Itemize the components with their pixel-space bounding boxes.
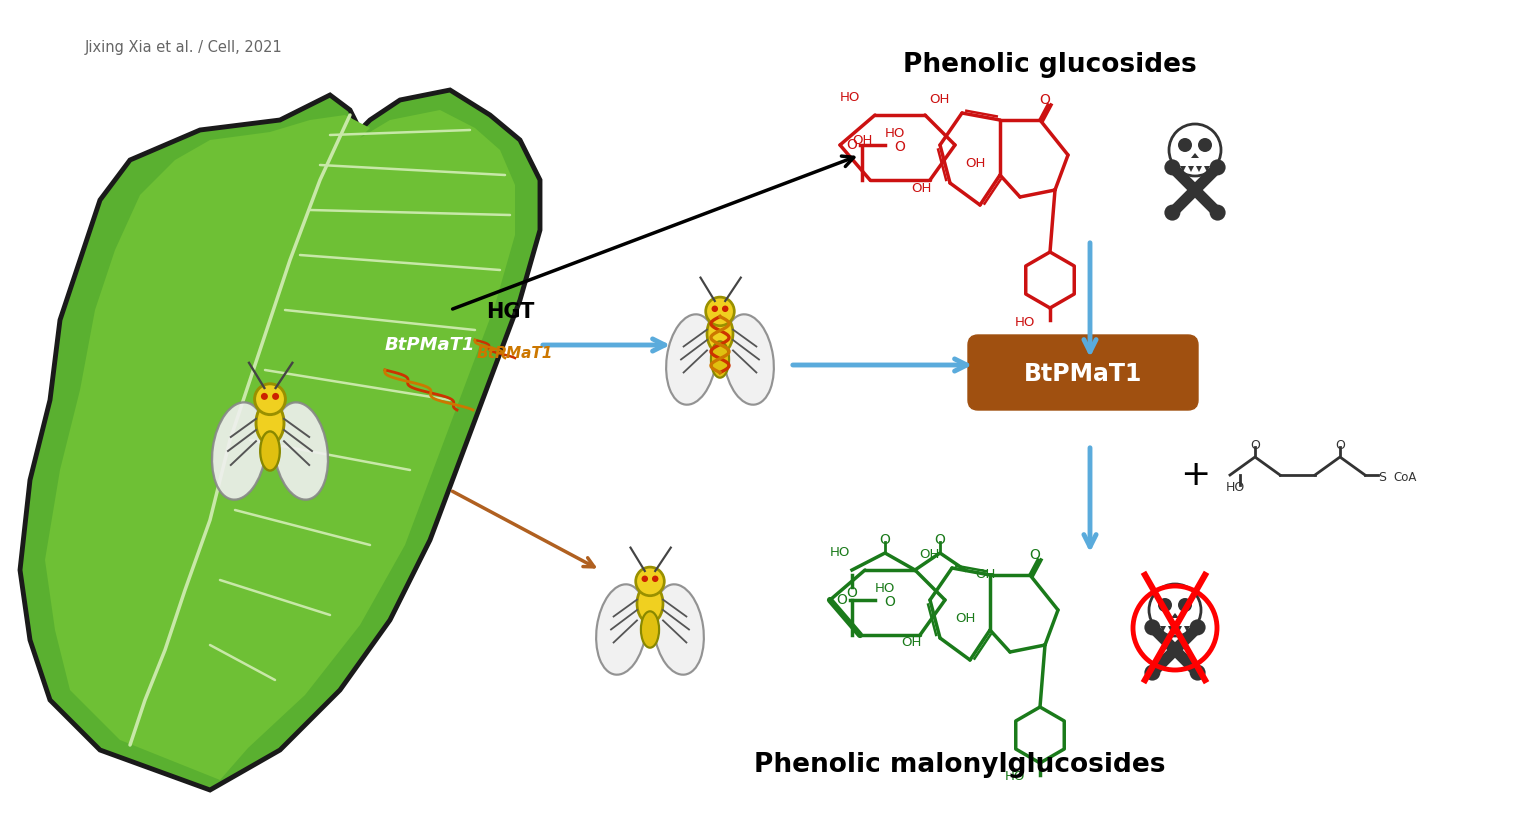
Text: OH: OH: [955, 612, 975, 625]
Circle shape: [636, 567, 664, 596]
Polygon shape: [1184, 626, 1190, 632]
Ellipse shape: [707, 314, 733, 353]
Polygon shape: [1160, 626, 1166, 632]
Text: Phenolic malonylglucosides: Phenolic malonylglucosides: [754, 752, 1166, 778]
Circle shape: [1189, 619, 1206, 635]
Circle shape: [1210, 205, 1226, 220]
Text: O: O: [1029, 548, 1040, 562]
Polygon shape: [1167, 626, 1174, 632]
Ellipse shape: [667, 314, 717, 404]
Text: CoA: CoA: [1393, 470, 1416, 483]
Circle shape: [1164, 159, 1180, 175]
Circle shape: [1164, 205, 1180, 220]
Polygon shape: [20, 90, 541, 790]
Text: OH: OH: [965, 156, 986, 169]
Text: HO: HO: [829, 546, 849, 558]
Text: OH: OH: [975, 569, 995, 581]
Circle shape: [1178, 138, 1192, 152]
Circle shape: [711, 306, 717, 312]
Ellipse shape: [596, 584, 647, 675]
Circle shape: [642, 575, 648, 582]
Text: O: O: [934, 533, 946, 547]
Circle shape: [272, 393, 280, 399]
FancyBboxPatch shape: [968, 335, 1198, 410]
Ellipse shape: [641, 612, 659, 648]
Text: HO: HO: [1226, 481, 1244, 493]
Circle shape: [1189, 665, 1206, 681]
Text: O: O: [885, 595, 895, 609]
Text: O: O: [1250, 438, 1260, 451]
Text: OH: OH: [912, 182, 932, 195]
Text: OH: OH: [920, 547, 940, 561]
Circle shape: [1198, 138, 1212, 152]
Text: HO: HO: [1005, 770, 1025, 783]
Polygon shape: [1187, 166, 1193, 172]
Circle shape: [261, 393, 267, 399]
Text: HO: HO: [885, 127, 905, 140]
Text: HO: HO: [840, 90, 860, 104]
Circle shape: [722, 306, 728, 312]
Polygon shape: [1190, 153, 1200, 158]
Circle shape: [651, 575, 659, 582]
Polygon shape: [1204, 166, 1210, 172]
Text: BtPMaT1: BtPMaT1: [1025, 362, 1143, 386]
Ellipse shape: [260, 432, 280, 471]
Text: OH: OH: [852, 133, 872, 146]
Text: HO: HO: [874, 581, 895, 594]
Circle shape: [255, 384, 286, 414]
Circle shape: [1178, 598, 1192, 612]
Polygon shape: [1170, 613, 1180, 618]
Text: O: O: [846, 138, 857, 152]
Circle shape: [1144, 665, 1160, 681]
Text: S: S: [1378, 470, 1385, 483]
Text: OH: OH: [929, 93, 949, 105]
Polygon shape: [1197, 166, 1203, 172]
Text: O: O: [837, 593, 848, 607]
Circle shape: [1169, 124, 1221, 176]
Polygon shape: [45, 110, 515, 780]
Text: O: O: [1335, 438, 1346, 451]
Circle shape: [1149, 584, 1201, 636]
Text: BtPMaT1: BtPMaT1: [386, 336, 475, 354]
Circle shape: [1158, 598, 1172, 612]
Ellipse shape: [653, 584, 703, 675]
Text: O: O: [894, 140, 905, 154]
Ellipse shape: [637, 584, 664, 623]
Circle shape: [1144, 619, 1160, 635]
Text: O: O: [1040, 93, 1051, 107]
Ellipse shape: [257, 402, 284, 444]
Polygon shape: [1177, 626, 1183, 632]
Text: HO: HO: [1015, 316, 1035, 329]
Text: +: +: [1180, 458, 1210, 492]
Ellipse shape: [273, 402, 329, 500]
Text: Phenolic glucosides: Phenolic glucosides: [903, 52, 1197, 78]
Circle shape: [1210, 159, 1226, 175]
Text: OH: OH: [902, 636, 922, 649]
Text: O: O: [880, 533, 891, 547]
Ellipse shape: [212, 402, 266, 500]
Text: Jixing Xia et al. / Cell, 2021: Jixing Xia et al. / Cell, 2021: [84, 40, 283, 55]
Circle shape: [705, 297, 734, 326]
Text: O: O: [846, 586, 857, 600]
Polygon shape: [1180, 166, 1186, 172]
Text: HGT: HGT: [485, 302, 535, 322]
Text: BtPMaT1: BtPMaT1: [476, 346, 553, 361]
Ellipse shape: [711, 341, 730, 377]
Ellipse shape: [723, 314, 774, 404]
